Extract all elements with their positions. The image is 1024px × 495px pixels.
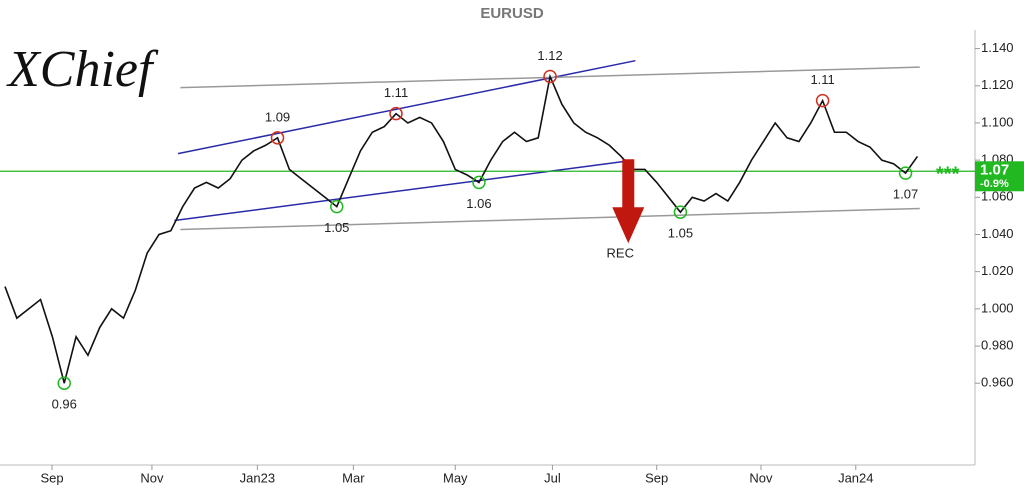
pivot-label: 1.06 (466, 196, 491, 211)
trend-line (174, 160, 625, 222)
y-tick-label: 0.980 (981, 337, 1014, 352)
y-tick-label: 0.960 (981, 375, 1014, 390)
pivot-label: 1.07 (893, 187, 918, 202)
x-tick-label: Sep (645, 470, 668, 485)
pivot-marker (673, 205, 688, 219)
pivot-marker (270, 131, 285, 145)
x-tick-label: Sep (40, 470, 63, 485)
pivot-label: 1.11 (810, 72, 834, 87)
chart-title: EURUSD (480, 5, 544, 22)
logo: XChief (6, 41, 159, 98)
y-tick-label: 1.000 (981, 300, 1014, 315)
x-tick-label: Nov (140, 470, 164, 485)
y-tick-label: 1.060 (981, 189, 1014, 204)
last-price-label: 1.07 (980, 161, 1009, 178)
pivot-label: 0.96 (52, 397, 77, 412)
y-tick-label: 1.100 (981, 114, 1014, 129)
trend-line (177, 59, 636, 155)
y-tick-label: 1.020 (981, 263, 1014, 278)
y-tick-label: 1.040 (981, 226, 1014, 241)
pivot-marker (815, 93, 830, 108)
pivot-label: 1.05 (668, 226, 693, 241)
pivot-marker (57, 376, 71, 390)
x-tick-label: Jan24 (838, 470, 873, 485)
pivot-marker (389, 106, 403, 121)
pivot-marker (898, 166, 913, 180)
pivot-marker (330, 199, 344, 214)
y-tick-label: 1.140 (981, 40, 1014, 55)
y-tick-label: 1.120 (981, 77, 1014, 92)
signal-arrow (612, 159, 645, 244)
x-tick-label: Jan23 (240, 470, 275, 485)
x-tick-label: Mar (342, 470, 365, 485)
last-change-label: -0.9% (980, 178, 1009, 190)
pivot-marker (543, 69, 557, 84)
signal-label: REC (607, 246, 634, 261)
pivot-marker (472, 175, 486, 190)
x-tick-label: Nov (749, 470, 773, 485)
x-tick-label: Jul (544, 470, 561, 485)
last-marker: *** (936, 164, 960, 186)
trend-line (180, 207, 920, 231)
pivot-label: 1.09 (265, 109, 290, 124)
pivot-label: 1.05 (324, 220, 349, 235)
last-price-box (975, 161, 1024, 192)
pivot-label: 1.11 (384, 85, 408, 100)
x-tick-label: May (443, 470, 468, 485)
price-line (4, 73, 919, 384)
pivot-label: 1.12 (537, 48, 562, 63)
